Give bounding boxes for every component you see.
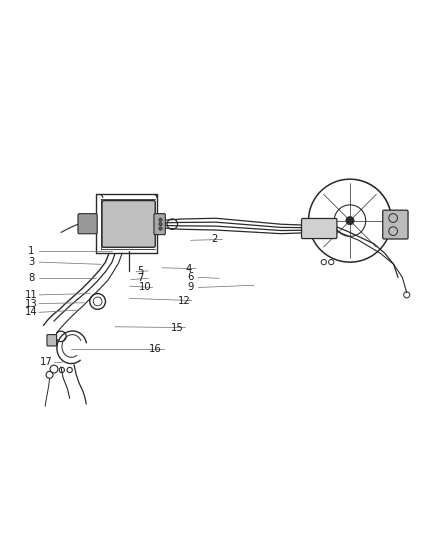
Text: 13: 13 (25, 298, 38, 309)
Circle shape (159, 222, 162, 226)
Text: 12: 12 (178, 296, 191, 305)
Text: 4: 4 (185, 264, 191, 273)
FancyBboxPatch shape (383, 210, 408, 239)
Text: 11: 11 (25, 290, 38, 300)
Text: 1: 1 (28, 246, 35, 256)
Circle shape (346, 216, 354, 225)
FancyBboxPatch shape (102, 200, 155, 247)
FancyBboxPatch shape (301, 219, 337, 239)
Text: 17: 17 (40, 357, 53, 367)
Text: 9: 9 (187, 282, 194, 293)
Text: 2: 2 (212, 235, 218, 245)
FancyBboxPatch shape (47, 335, 57, 346)
Text: 10: 10 (138, 282, 151, 293)
Text: 3: 3 (28, 257, 34, 267)
Circle shape (159, 218, 162, 222)
Circle shape (159, 227, 162, 230)
FancyBboxPatch shape (154, 214, 165, 235)
Text: 15: 15 (171, 322, 184, 333)
Text: 7: 7 (137, 273, 144, 283)
Text: 5: 5 (137, 266, 144, 276)
Text: 8: 8 (28, 273, 34, 283)
Text: 16: 16 (149, 344, 162, 354)
FancyBboxPatch shape (78, 214, 97, 234)
Text: 6: 6 (187, 272, 194, 282)
Text: 14: 14 (25, 308, 38, 317)
